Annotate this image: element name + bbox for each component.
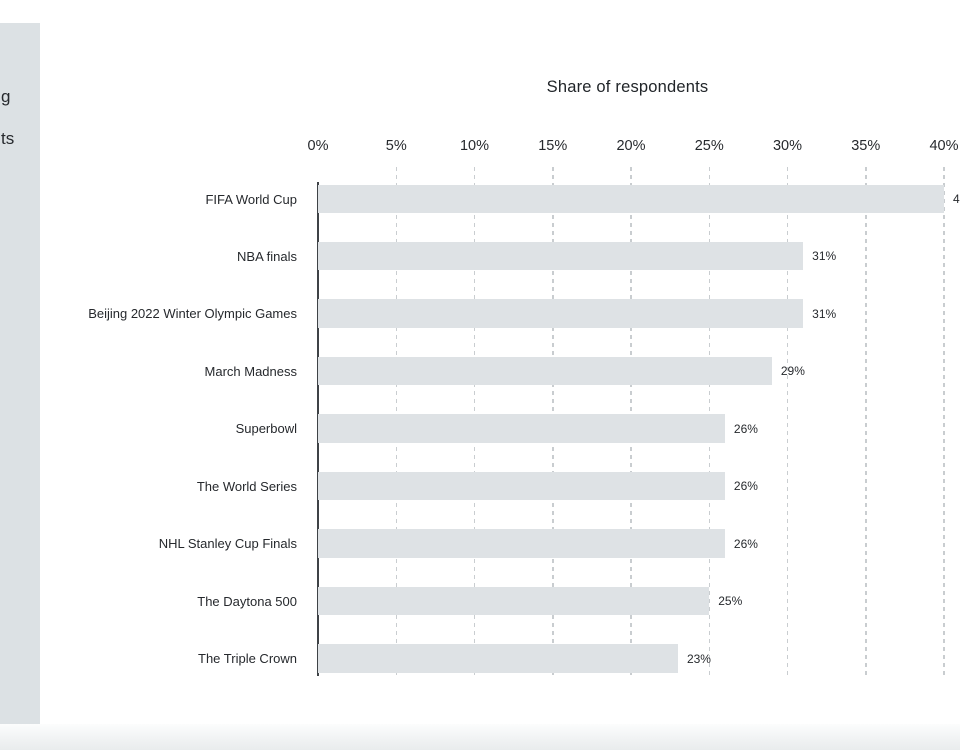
x-axis-tick-label: 0% xyxy=(307,138,329,154)
value-label: 25% xyxy=(718,594,743,609)
bottom-shadow-fade xyxy=(0,724,960,750)
x-axis-tick-label: 15% xyxy=(538,138,568,154)
bar-5[interactable] xyxy=(318,414,725,443)
x-axis-tick-label: 40% xyxy=(929,138,959,154)
x-axis-tick-label: 5% xyxy=(385,138,407,154)
value-label: 31% xyxy=(812,249,837,264)
sidebar-text-fragment: ts xyxy=(1,129,15,148)
x-axis-tick-label: 35% xyxy=(851,138,881,154)
bar-8[interactable] xyxy=(318,586,710,616)
value-label: 23% xyxy=(686,651,711,666)
chart-title: Share of respondents xyxy=(546,78,709,96)
category-label: March Madness xyxy=(204,363,297,379)
category-label: FIFA World Cup xyxy=(205,191,297,207)
bar-4[interactable] xyxy=(318,356,772,386)
value-label: 29% xyxy=(780,364,805,379)
vertical-gridline xyxy=(786,167,789,676)
value-label: 26% xyxy=(733,421,758,436)
x-axis-tick-label: 25% xyxy=(694,138,724,154)
category-label: NHL Stanley Cup Finals xyxy=(158,536,297,552)
vertical-gridline xyxy=(943,167,945,676)
bar-6[interactable] xyxy=(318,471,725,501)
value-label: 26% xyxy=(733,479,758,494)
value-label: 26% xyxy=(733,536,758,551)
bar-2[interactable] xyxy=(318,241,804,271)
bar-7[interactable] xyxy=(318,529,725,558)
category-label: The Triple Crown xyxy=(198,651,297,667)
x-axis-tick-label: 20% xyxy=(616,138,646,154)
bar-3[interactable] xyxy=(318,299,804,328)
category-label: Beijing 2022 Winter Olympic Games xyxy=(88,306,297,322)
category-label: The Daytona 500 xyxy=(197,593,297,609)
x-axis-tick-label: 30% xyxy=(772,138,803,154)
y-axis-line xyxy=(317,182,319,676)
category-label: Superbowl xyxy=(235,421,297,437)
sidebar-text-fragment: g xyxy=(1,87,11,106)
vertical-gridline xyxy=(865,167,867,676)
category-label: NBA finals xyxy=(237,248,297,264)
value-label: 31% xyxy=(812,306,837,321)
top-strip xyxy=(0,0,960,23)
x-axis-tick-label: 10% xyxy=(459,138,490,154)
bar-9[interactable] xyxy=(318,644,678,673)
bar-1[interactable] xyxy=(318,184,944,213)
category-label: The World Series xyxy=(196,478,297,494)
value-label: 40% xyxy=(953,192,960,206)
left-sidebar-cropped: g ts xyxy=(0,23,40,724)
